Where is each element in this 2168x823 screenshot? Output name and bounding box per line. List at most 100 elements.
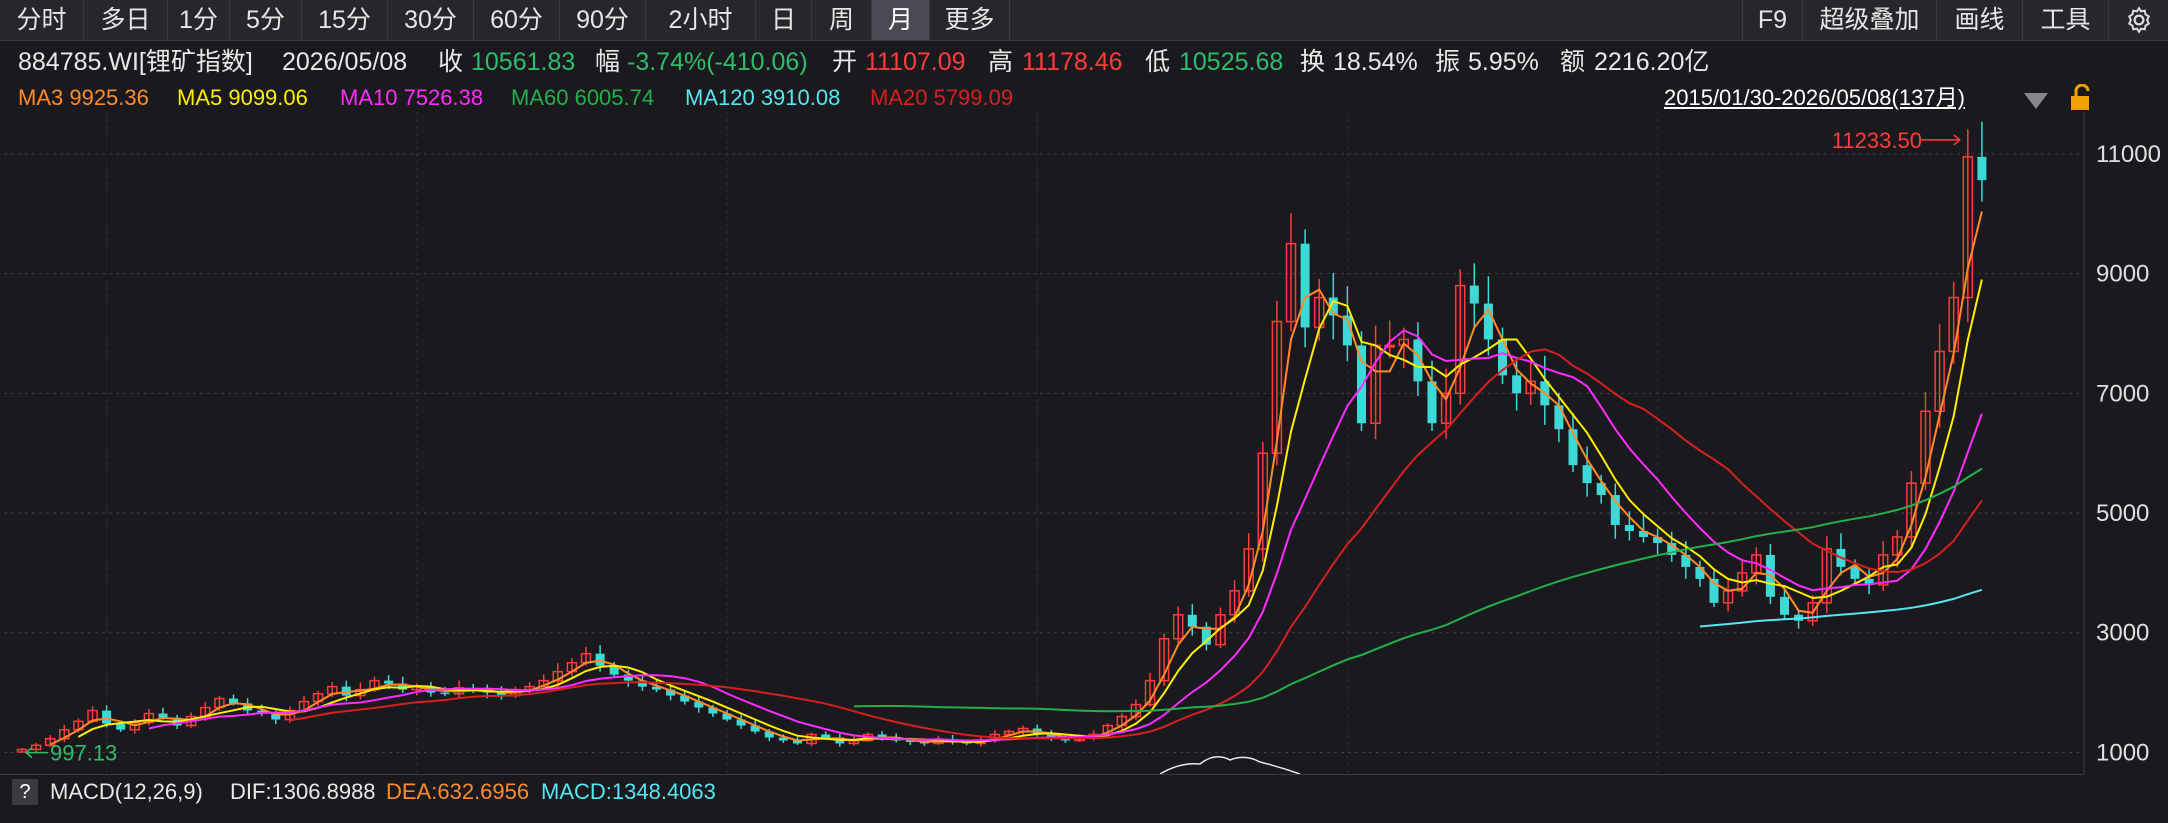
candle-down	[1483, 303, 1493, 340]
candle-down	[637, 680, 647, 687]
amount-label: 额	[1560, 48, 1586, 76]
amount-value: 2216.20亿	[1594, 48, 1710, 76]
candle-down	[1864, 578, 1874, 585]
range-dropdown-icon[interactable]	[2022, 88, 2050, 120]
candle-down	[877, 734, 887, 738]
ma-legend-4: MA120 3910.08	[685, 85, 841, 110]
tab-12[interactable]: 更多	[930, 0, 1010, 40]
tab-7[interactable]: 90分	[560, 0, 646, 40]
candle-down	[1610, 495, 1620, 526]
candle-down	[1357, 345, 1366, 424]
candle-down	[1568, 429, 1578, 466]
high-label: 高	[988, 48, 1014, 76]
tab-6[interactable]: 60分	[474, 0, 560, 40]
candle-down	[398, 683, 408, 690]
tab-10[interactable]: 周	[812, 0, 872, 40]
y-tick-label: 7000	[2096, 380, 2149, 407]
tab-2[interactable]: 1分	[168, 0, 230, 40]
candle-down	[1427, 381, 1437, 424]
y-tick-label: 5000	[2096, 500, 2149, 527]
y-tick-label: 1000	[2096, 739, 2149, 766]
candle-up	[1172, 614, 1184, 640]
candle-down	[496, 692, 506, 696]
ma20-line	[289, 348, 1983, 740]
candle-down	[1046, 734, 1056, 738]
high-value: 11178.46	[1022, 48, 1123, 76]
tab-1[interactable]: 多日	[84, 0, 168, 40]
candle-down	[384, 680, 394, 684]
ma5-line	[77, 279, 1983, 743]
candle-down	[1780, 596, 1789, 615]
candle-down	[1624, 525, 1634, 531]
settings-gear-icon[interactable]	[2108, 0, 2168, 40]
candle-down	[680, 695, 690, 702]
low-value: 10525.68	[1179, 48, 1284, 76]
candle-down	[1850, 566, 1860, 579]
candle-up	[1962, 156, 1974, 299]
max-marker-label: 11233.50	[1832, 128, 1922, 153]
max-marker-arrow	[1953, 134, 1961, 146]
macd-bar: ? MACD(12,26,9) DIF:1306.8988 DEA:632.69…	[0, 774, 2084, 823]
candle-down	[1300, 243, 1310, 328]
toolbar-right-3[interactable]: 工具	[2022, 0, 2108, 40]
ma-legend-3: MA60 6005.74	[511, 85, 655, 110]
candle-down	[1342, 315, 1352, 346]
ma-legend-1: MA5 9099.06	[177, 85, 308, 110]
change-value: -3.74%(-410.06)	[627, 48, 808, 76]
security-code: 884785.WI[锂矿指数]	[18, 48, 253, 76]
lock-icon[interactable]	[2068, 83, 2098, 121]
tab-4[interactable]: 15分	[302, 0, 388, 40]
candle-up	[16, 748, 28, 753]
macd-label: MACD(12,26,9)	[50, 779, 203, 804]
tab-8[interactable]: 2小时	[646, 0, 756, 40]
ma-legend: MA3 9925.36 MA5 9099.06 MA10 7526.38 MA60 6…	[0, 82, 2168, 114]
candle-down	[1187, 614, 1197, 627]
candlestick-chart[interactable]: 1000 3000 5000 7000 9000 11000 11233.50 997.13	[0, 112, 2168, 774]
candle-down	[1695, 566, 1705, 579]
candle-down	[116, 723, 126, 730]
candle-down	[1639, 530, 1648, 537]
close-value: 10561.83	[471, 48, 576, 76]
candle-up	[1454, 284, 1466, 395]
y-tick-label: 11000	[2096, 141, 2161, 168]
open-label: 开	[832, 48, 858, 76]
candle-down	[694, 701, 704, 708]
candle-up	[1158, 637, 1170, 682]
date-range-label[interactable]: 2015/01/30-2026/05/08(137月)	[1664, 85, 1965, 110]
close-label: 收	[438, 48, 464, 76]
ma120-line	[1699, 588, 1983, 628]
tab-0[interactable]: 分时	[0, 0, 84, 40]
candle-down	[609, 665, 619, 675]
macd-dea: DEA:632.6956	[386, 779, 530, 804]
toolbar-right-1[interactable]: 超级叠加	[1802, 0, 1936, 40]
low-label: 低	[1145, 48, 1171, 76]
tab-11[interactable]: 月	[872, 0, 930, 40]
quote-info-bar: 884785.WI[锂矿指数] 2026/05/08 收 10561.83 幅 …	[0, 44, 2168, 80]
open-value: 11107.09	[865, 48, 966, 76]
tab-3[interactable]: 5分	[230, 0, 302, 40]
candle-down	[1681, 554, 1691, 567]
candle-down	[158, 713, 168, 718]
toolbar-right-0[interactable]: F9	[1742, 0, 1802, 40]
candle-down	[1653, 536, 1663, 543]
candle-down	[1667, 542, 1677, 555]
candle-down	[1469, 285, 1479, 304]
candle-down	[1582, 465, 1592, 484]
tab-9[interactable]: 日	[756, 0, 812, 40]
macd-help-button[interactable]: ?	[12, 779, 38, 805]
tab-5[interactable]: 30分	[388, 0, 474, 40]
candle-up	[1384, 344, 1395, 348]
ma60-line	[853, 467, 1983, 713]
toolbar-right-2[interactable]: 画线	[1936, 0, 2022, 40]
amplitude-label: 振	[1435, 48, 1461, 76]
candle-down	[708, 707, 718, 714]
candle-down	[821, 734, 831, 738]
turnover-value: 18.54%	[1333, 48, 1418, 76]
change-label: 幅	[595, 48, 621, 76]
candle-down	[722, 713, 732, 720]
macd-curve	[1159, 756, 1301, 774]
ma-legend-2: MA10 7526.38	[340, 85, 484, 110]
candle-down	[1709, 578, 1719, 603]
macd-value: MACD:1348.4063	[541, 779, 716, 804]
candle-down	[1328, 297, 1338, 316]
